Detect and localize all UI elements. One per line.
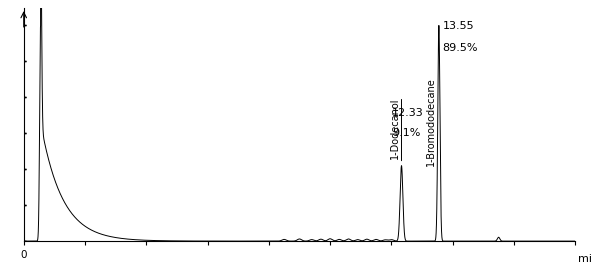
Text: min: min [578, 254, 593, 264]
Text: 9.1%: 9.1% [393, 128, 420, 138]
Text: 1-Bromododecane: 1-Bromododecane [426, 77, 436, 166]
Text: 12.33: 12.33 [393, 108, 424, 118]
Text: 13.55: 13.55 [442, 21, 474, 31]
Text: 1-Dodecanol: 1-Dodecanol [390, 98, 400, 159]
Text: 89.5%: 89.5% [442, 43, 478, 53]
